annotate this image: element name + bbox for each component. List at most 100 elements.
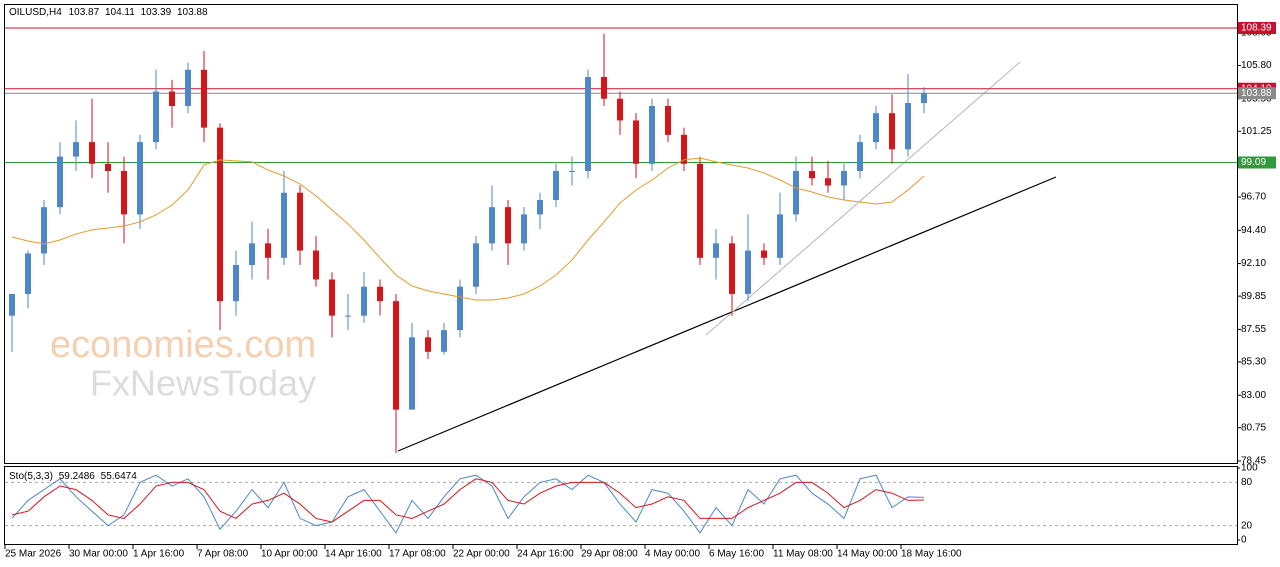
- candle-body: [153, 91, 159, 143]
- candle-body: [73, 142, 79, 157]
- indicator-value: 55.6474: [101, 471, 138, 482]
- candle-body: [905, 103, 911, 150]
- y-tick-label: 105.80: [1241, 60, 1272, 71]
- candle-body: [9, 293, 15, 316]
- moving-average: [11, 157, 925, 301]
- candle-body: [649, 105, 655, 164]
- candle-body: [825, 178, 831, 186]
- y-tick-label: 89.85: [1241, 291, 1266, 302]
- candle-body: [281, 192, 287, 258]
- y-tick-label: 87.55: [1241, 324, 1266, 335]
- indicator-name: Sto(5,3,3): [9, 471, 53, 482]
- candle-body: [617, 98, 623, 121]
- candle-body: [313, 250, 319, 280]
- candle-body: [633, 120, 639, 164]
- indicator-value: 59.2486: [59, 471, 96, 482]
- candle-body: [105, 163, 111, 172]
- ohlc: 103.39: [141, 7, 172, 18]
- candle-body: [233, 265, 239, 302]
- candle-body: [169, 91, 175, 106]
- candle-body: [473, 243, 479, 287]
- candle-body: [89, 142, 95, 164]
- x-tick-label: 14 May 00:00: [837, 549, 898, 560]
- candle-body: [201, 69, 207, 128]
- candle-body: [601, 77, 607, 99]
- watermark: FxNewsToday: [90, 363, 316, 404]
- stochastic-line: [11, 478, 925, 523]
- candle-body: [361, 286, 367, 316]
- y-tick-label: 80.75: [1241, 422, 1266, 433]
- indicator-tick-label: 100: [1241, 463, 1258, 474]
- stochastic-line: [11, 474, 925, 534]
- y-tick-label: 78.45: [1241, 456, 1266, 467]
- level-label: 103.88: [1241, 88, 1272, 99]
- indicator-frame: [4, 466, 1238, 545]
- candle-body: [761, 250, 767, 258]
- candle-body: [425, 337, 431, 352]
- main-frame: [4, 4, 1238, 464]
- level-label-box: [1238, 156, 1276, 169]
- candle-body: [793, 171, 799, 215]
- candle-body: [857, 142, 863, 172]
- candle-body: [921, 93, 927, 104]
- x-tick-label: 10 Apr 00:00: [261, 549, 318, 560]
- x-tick-label: 6 May 16:00: [709, 549, 764, 560]
- candle-body: [537, 199, 543, 215]
- candle-body: [121, 171, 127, 215]
- x-tick-label: 30 Mar 00:00: [69, 549, 128, 560]
- candle-body: [553, 171, 559, 200]
- level-label: 99.09: [1241, 157, 1266, 168]
- candle-body: [329, 279, 335, 316]
- x-tick-label: 11 May 08:00: [773, 549, 833, 560]
- candle-body: [377, 286, 383, 302]
- candle-body: [393, 301, 399, 410]
- x-tick-label: 22 Apr 00:00: [453, 549, 510, 560]
- candle-body: [409, 337, 415, 410]
- candle-body: [697, 163, 703, 258]
- x-tick-label: 25 Mar 2026: [5, 549, 62, 560]
- x-tick-label: 4 May 00:00: [645, 549, 700, 560]
- y-tick-label: 94.40: [1241, 225, 1266, 236]
- candle-body: [489, 207, 495, 244]
- candle-body: [217, 127, 223, 302]
- candle-body: [57, 156, 63, 208]
- x-tick-label: 1 Apr 16:00: [133, 549, 185, 560]
- level-label-box: [1238, 87, 1276, 100]
- level-label: 108.39: [1241, 23, 1272, 34]
- ohlc: 104.11: [105, 7, 135, 18]
- x-tick-label: 18 May 16:00: [901, 549, 962, 560]
- candle-body: [457, 286, 463, 331]
- candle-body: [809, 171, 815, 179]
- candle-body: [889, 113, 895, 150]
- candle-body: [841, 171, 847, 186]
- x-tick-label: 14 Apr 16:00: [325, 549, 382, 560]
- candle-body: [521, 214, 527, 244]
- candle-body: [265, 243, 271, 258]
- y-tick-label: 96.70: [1241, 192, 1266, 203]
- candle-body: [345, 315, 351, 317]
- watermark: economies.com: [50, 324, 316, 366]
- x-tick-label: 17 Apr 08:00: [389, 549, 446, 560]
- symbol: OILUSD,H4: [9, 7, 62, 18]
- candle-body: [137, 142, 143, 215]
- candle-body: [569, 171, 575, 173]
- candle-body: [681, 134, 687, 164]
- candle-body: [249, 243, 255, 266]
- indicator-label: Sto(5,3,3) 59.2486 55.6474: [9, 471, 137, 482]
- trendline: [397, 176, 1057, 452]
- candle-body: [585, 77, 591, 172]
- candle-body: [777, 214, 783, 258]
- ohlc: 103.88: [177, 7, 208, 18]
- indicator-tick-label: 0: [1241, 535, 1247, 546]
- candle-body: [41, 207, 47, 254]
- indicator-tick-label: 20: [1241, 520, 1253, 531]
- ohlc: 103.87: [69, 7, 100, 18]
- level-label-box: [1238, 22, 1276, 35]
- indicator-tick-label: 80: [1241, 477, 1253, 488]
- candle-body: [441, 330, 447, 352]
- x-tick-label: 24 Apr 16:00: [517, 549, 574, 560]
- x-tick-label: 29 Apr 08:00: [581, 549, 638, 560]
- candle-body: [25, 253, 31, 294]
- candle-body: [665, 105, 671, 135]
